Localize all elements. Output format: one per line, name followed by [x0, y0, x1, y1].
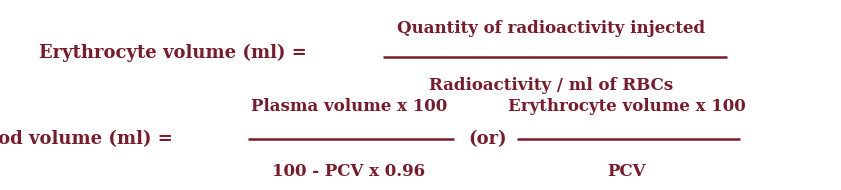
- Text: (or): (or): [468, 130, 507, 148]
- Text: Erythrocyte volume (ml) =: Erythrocyte volume (ml) =: [40, 44, 307, 62]
- Text: PCV: PCV: [607, 162, 646, 180]
- Text: Quantity of radioactivity injected: Quantity of radioactivity injected: [397, 20, 705, 37]
- Text: Blood volume (ml) =: Blood volume (ml) =: [0, 130, 172, 148]
- Text: Radioactivity / ml of RBCs: Radioactivity / ml of RBCs: [429, 77, 673, 94]
- Text: Plasma volume x 100: Plasma volume x 100: [251, 98, 447, 115]
- Text: Erythrocyte volume x 100: Erythrocyte volume x 100: [508, 98, 745, 115]
- Text: 100 - PCV x 0.96: 100 - PCV x 0.96: [272, 162, 426, 180]
